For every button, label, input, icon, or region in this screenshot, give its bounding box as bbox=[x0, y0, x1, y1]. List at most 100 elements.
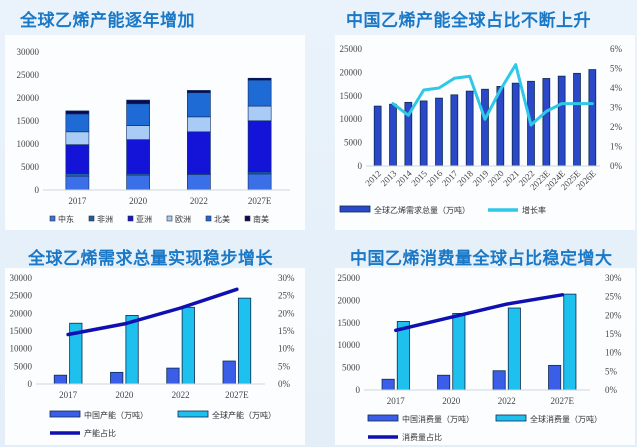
bar-segment-欧洲 bbox=[187, 116, 211, 133]
chart-4: 0 5000 10000 15000 20000 25000 0% 5% 10% 15% 20% 25… bbox=[338, 273, 623, 442]
x-tick-label: 2022 bbox=[498, 396, 516, 406]
bar-segment-欧洲 bbox=[126, 125, 150, 140]
x-tick-label: 2027E bbox=[225, 390, 249, 400]
y-tick-label: 5000 bbox=[14, 361, 33, 371]
legend-swatch bbox=[88, 215, 95, 222]
bar-中国消费量（万吨） bbox=[437, 374, 451, 391]
bar-segment-中东 bbox=[126, 174, 150, 191]
bar-中国消费量（万吨） bbox=[548, 364, 562, 391]
x-tick-label: 2017 bbox=[59, 390, 78, 400]
legend-swatch bbox=[177, 410, 209, 418]
y-tick-label: 15000 bbox=[17, 116, 40, 126]
bar-全球乙烯需求总量（万吨） bbox=[481, 88, 489, 167]
legend-label: 欧洲 bbox=[175, 214, 191, 224]
legend-swatch bbox=[166, 215, 173, 222]
x-tick-label: 2017 bbox=[68, 196, 87, 206]
bar-全球产能（万吨） bbox=[125, 315, 139, 385]
y2-tick-label: 2% bbox=[610, 122, 623, 132]
y-tick-label: 10000 bbox=[10, 344, 33, 354]
bar-全球消费量（万吨） bbox=[396, 321, 410, 391]
y-tick-label: 20000 bbox=[338, 295, 361, 305]
bar-全球乙烯需求总量（万吨） bbox=[450, 94, 459, 167]
bar-segment-亚洲 bbox=[247, 120, 272, 173]
y-tick-label: 15000 bbox=[338, 318, 361, 328]
legend-label: 全球消费量（万吨） bbox=[530, 414, 602, 424]
y-tick-label: 5000 bbox=[344, 138, 363, 148]
bar-segment-北美 bbox=[65, 113, 90, 133]
chart-title-3: 全球乙烯需求总量实现稳步增长 bbox=[28, 249, 273, 269]
legend-swatch bbox=[205, 215, 212, 222]
legend-label: 中东 bbox=[58, 214, 74, 224]
y2-tick-label: 5% bbox=[610, 64, 623, 74]
y-tick-label: 5000 bbox=[342, 363, 361, 373]
y-tick-label: 5000 bbox=[21, 162, 40, 172]
y2-tick-label: 0% bbox=[610, 161, 623, 171]
legend-swatch bbox=[49, 410, 81, 418]
bar-中国产能（万吨） bbox=[222, 360, 236, 385]
bar-全球乙烯需求总量（万吨） bbox=[542, 78, 551, 167]
y-tick-label: 25000 bbox=[340, 44, 363, 54]
chart-2: 05000100001500020000250000%1%2%3%4%5%6%2… bbox=[339, 44, 623, 215]
x-tick-label: 2027E bbox=[551, 396, 575, 406]
line-消费量占比 bbox=[394, 293, 565, 333]
legend-label: 亚洲 bbox=[136, 215, 152, 224]
bar-segment-北美 bbox=[126, 103, 150, 126]
x-tick-label: 2027E bbox=[248, 196, 272, 206]
y-tick-label: 20000 bbox=[340, 67, 363, 77]
bar-全球乙烯需求总量（万吨） bbox=[435, 97, 443, 167]
bar-全球乙烯需求总量（万吨） bbox=[373, 105, 382, 167]
y2-tick-label: 6% bbox=[610, 44, 623, 54]
bar-segment-亚洲 bbox=[187, 131, 211, 174]
y2-tick-label: 15% bbox=[605, 329, 622, 339]
y2-tick-label: 15% bbox=[278, 326, 295, 336]
legend-swatch bbox=[49, 215, 56, 222]
y-tick-label: 10000 bbox=[17, 139, 40, 149]
chart-title-4: 中国乙烯消费量全球占比稳定增大 bbox=[350, 249, 613, 269]
y-tick-label: 0 bbox=[35, 185, 40, 195]
y2-tick-label: 5% bbox=[605, 366, 618, 376]
bar-全球乙烯需求总量（万吨） bbox=[389, 103, 397, 167]
legend-swatch bbox=[244, 215, 251, 222]
bar-全球产能（万吨） bbox=[181, 306, 195, 385]
bar-全球乙烯需求总量（万吨） bbox=[511, 82, 520, 167]
y-tick-label: 30000 bbox=[10, 273, 33, 283]
bar-全球产能（万吨） bbox=[237, 297, 252, 385]
legend-label: 产能占比 bbox=[84, 428, 116, 438]
chart-title-2: 中国乙烯产能全球占比不断上升 bbox=[346, 11, 591, 31]
chart-1: 0 5000 10000 15000 20000 25000 30000 2017 2020 20… bbox=[17, 47, 290, 224]
bar-全球乙烯需求总量（万吨） bbox=[573, 72, 581, 167]
y-tick-label: 15000 bbox=[10, 326, 33, 336]
x-tick-label: 2017 bbox=[387, 396, 406, 406]
y2-tick-label: 1% bbox=[610, 142, 623, 152]
y2-tick-label: 0% bbox=[278, 379, 291, 389]
bar-segment-南美 bbox=[126, 99, 150, 105]
y2-tick-label: 0% bbox=[605, 385, 618, 395]
chart-3: 0 5000 10000 15000 20000 25000 30000 0% 5% 10% 15%… bbox=[10, 273, 296, 438]
legend-label: 北美 bbox=[214, 214, 230, 224]
line-产能占比 bbox=[66, 287, 239, 337]
y-tick-label: 30000 bbox=[17, 47, 40, 57]
bar-segment-中东 bbox=[65, 175, 90, 191]
legend-swatch bbox=[495, 414, 527, 422]
y2-tick-label: 20% bbox=[278, 308, 295, 318]
y-tick-label: 20000 bbox=[10, 308, 33, 318]
line-增长率 bbox=[391, 63, 594, 127]
bar-全球消费量（万吨） bbox=[507, 307, 521, 391]
x-tick-label: 2022 bbox=[172, 390, 190, 400]
bar-segment-中东 bbox=[247, 173, 272, 191]
bar-segment-南美 bbox=[65, 110, 90, 115]
bar-segment-北美 bbox=[247, 79, 272, 107]
y-tick-label: 10000 bbox=[338, 340, 361, 350]
y2-tick-label: 25% bbox=[278, 291, 295, 301]
y-tick-label: 0 bbox=[28, 379, 33, 389]
x-tick-label: 2020 bbox=[442, 396, 461, 406]
bar-segment-非洲 bbox=[247, 171, 272, 175]
y-tick-label: 0 bbox=[358, 161, 363, 171]
legend-swatch bbox=[339, 205, 371, 213]
y-tick-label: 25000 bbox=[10, 291, 33, 301]
y-tick-label: 0 bbox=[356, 385, 361, 395]
x-tick-label: 2020 bbox=[129, 196, 148, 206]
y2-tick-label: 3% bbox=[610, 103, 623, 113]
y2-tick-label: 10% bbox=[605, 348, 622, 358]
bar-中国消费量（万吨） bbox=[381, 378, 395, 391]
